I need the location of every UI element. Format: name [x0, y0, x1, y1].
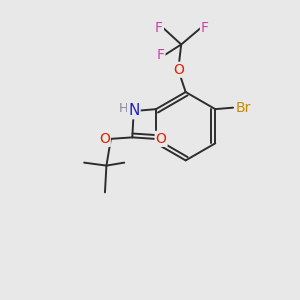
Text: O: O [156, 132, 167, 146]
Text: O: O [99, 132, 110, 146]
Text: F: F [156, 48, 164, 62]
Text: N: N [128, 103, 140, 118]
Text: O: O [173, 63, 184, 77]
Text: F: F [201, 21, 209, 35]
Text: F: F [155, 21, 163, 35]
Text: H: H [119, 102, 128, 115]
Text: Br: Br [236, 100, 251, 115]
